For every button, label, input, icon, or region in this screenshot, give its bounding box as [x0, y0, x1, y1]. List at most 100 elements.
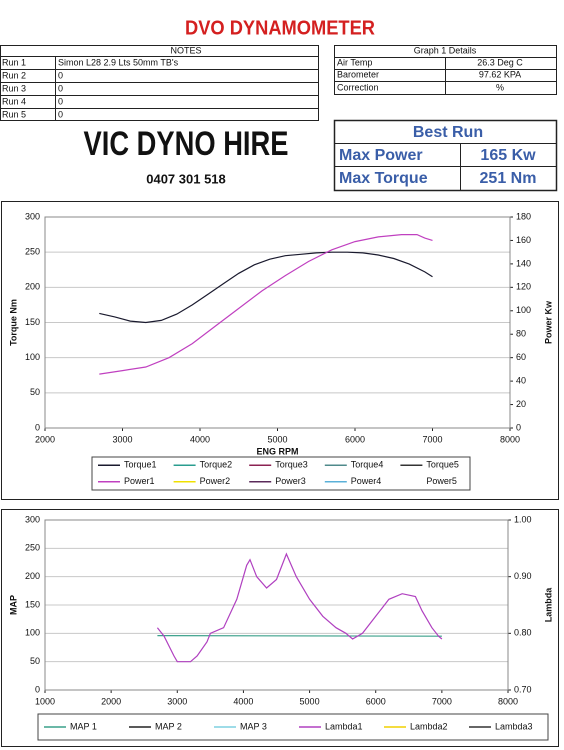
legend-label: Torque1	[124, 460, 157, 470]
y2-tick-label: 80	[516, 329, 526, 339]
series-line	[99, 251, 433, 324]
x-tick-label: 3000	[112, 434, 132, 444]
x-tick-label: 2000	[101, 696, 121, 706]
run-note: 0	[58, 83, 63, 93]
x-tick-label: 1000	[35, 696, 55, 706]
y2-tick-label: 100	[516, 305, 531, 315]
x-tick-label: 5000	[300, 696, 320, 706]
y2-tick-label: 20	[516, 399, 526, 409]
y-axis-title: Torque Nm	[8, 299, 18, 346]
legend-label: Power4	[351, 476, 382, 486]
run-label: Run 5	[2, 109, 26, 119]
y-tick-label: 100	[25, 352, 40, 362]
legend-label: Power5	[426, 476, 457, 486]
y2-tick-label: 1.00	[514, 514, 532, 524]
run-label: Run 3	[2, 83, 26, 93]
best-run-box	[333, 119, 558, 192]
y-tick-label: 150	[25, 317, 40, 327]
run-label: Run 2	[2, 70, 26, 80]
y2-tick-label: 0.70	[514, 684, 532, 694]
details-header: Graph 1 Details	[414, 45, 477, 55]
brand-name: VIC DYNO HIRE	[84, 125, 289, 163]
details-grid	[334, 57, 557, 94]
legend-label: Torque2	[200, 460, 233, 470]
x-tick-label: 6000	[366, 696, 386, 706]
y2-axis-title: Power Kw	[543, 300, 553, 344]
legend-label: Lambda1	[325, 721, 363, 731]
y-tick-label: 50	[30, 387, 40, 397]
legend-label: MAP 2	[155, 721, 182, 731]
brand-phone: 0407 301 518	[146, 171, 226, 186]
detail-label: Air Temp	[337, 57, 372, 67]
legend-label: Torque5	[426, 460, 459, 470]
legend-box	[91, 456, 471, 491]
x-axis-title: ENG RPM	[256, 446, 298, 456]
y-tick-label: 0	[35, 684, 40, 694]
notes-grid	[0, 56, 319, 120]
notes-header: NOTES	[170, 45, 201, 55]
legend-label: MAP 1	[70, 721, 97, 731]
detail-value: 26.3 Deg C	[477, 57, 523, 67]
x-tick-label: 7000	[432, 696, 452, 706]
legend-label: Lambda3	[495, 721, 533, 731]
legend-label: Torque3	[275, 460, 308, 470]
best-run-label: Max Power	[339, 147, 423, 164]
y-tick-label: 100	[25, 628, 40, 638]
x-tick-label: 8000	[498, 696, 518, 706]
detail-label: Correction	[337, 82, 379, 92]
best-run-value: 165 Kw	[480, 147, 536, 164]
run-note: Simon L28 2.9 Lts 50mm TB's	[58, 57, 179, 67]
y-tick-label: 300	[25, 514, 40, 524]
y2-axis-title: Lambda	[543, 587, 553, 623]
y-axis-title: MAP	[8, 595, 18, 615]
y-tick-label: 50	[30, 656, 40, 666]
y2-tick-label: 0.90	[514, 571, 532, 581]
y2-tick-label: 180	[516, 211, 531, 221]
plot-area	[44, 519, 509, 691]
run-note: 0	[58, 96, 63, 106]
y2-tick-label: 0	[516, 422, 521, 432]
y-tick-label: 150	[25, 599, 40, 609]
series-line	[157, 635, 442, 637]
best-run-label: Max Torque	[339, 170, 428, 187]
detail-label: Barometer	[337, 69, 379, 79]
y-tick-label: 0	[35, 422, 40, 432]
run-note: 0	[58, 109, 63, 119]
legend-label: Lambda2	[410, 721, 448, 731]
legend-box	[37, 713, 549, 741]
y-tick-label: 200	[25, 571, 40, 581]
y2-tick-label: 120	[516, 282, 531, 292]
best-run-value: 251 Nm	[480, 170, 537, 187]
x-tick-label: 4000	[190, 434, 210, 444]
y2-tick-label: 40	[516, 375, 526, 385]
legend-label: Power2	[200, 476, 231, 486]
legend-label: Power1	[124, 476, 155, 486]
x-tick-label: 2000	[35, 434, 55, 444]
x-tick-label: 3000	[167, 696, 187, 706]
best-run-grid	[334, 143, 557, 190]
y-tick-label: 300	[25, 211, 40, 221]
run-label: Run 4	[2, 96, 26, 106]
y2-tick-label: 0.80	[514, 628, 532, 638]
x-tick-label: 5000	[267, 434, 287, 444]
series-line	[99, 234, 433, 375]
run-label: Run 1	[2, 57, 26, 67]
y2-tick-label: 160	[516, 235, 531, 245]
plot-area	[44, 216, 511, 429]
x-tick-label: 8000	[500, 434, 520, 444]
y2-tick-label: 60	[516, 352, 526, 362]
y-tick-label: 200	[25, 282, 40, 292]
chart-frame	[1, 201, 559, 500]
run-note: 0	[58, 70, 63, 80]
chart-frame	[1, 509, 559, 747]
detail-value: %	[496, 82, 504, 92]
detail-value: 97.62 KPA	[479, 69, 521, 79]
y-tick-label: 250	[25, 543, 40, 553]
y2-tick-label: 140	[516, 258, 531, 268]
x-tick-label: 6000	[345, 434, 365, 444]
y-tick-label: 250	[25, 247, 40, 257]
legend-label: Torque4	[351, 460, 384, 470]
best-run-header: Best Run	[413, 124, 483, 141]
legend-label: MAP 3	[240, 721, 267, 731]
